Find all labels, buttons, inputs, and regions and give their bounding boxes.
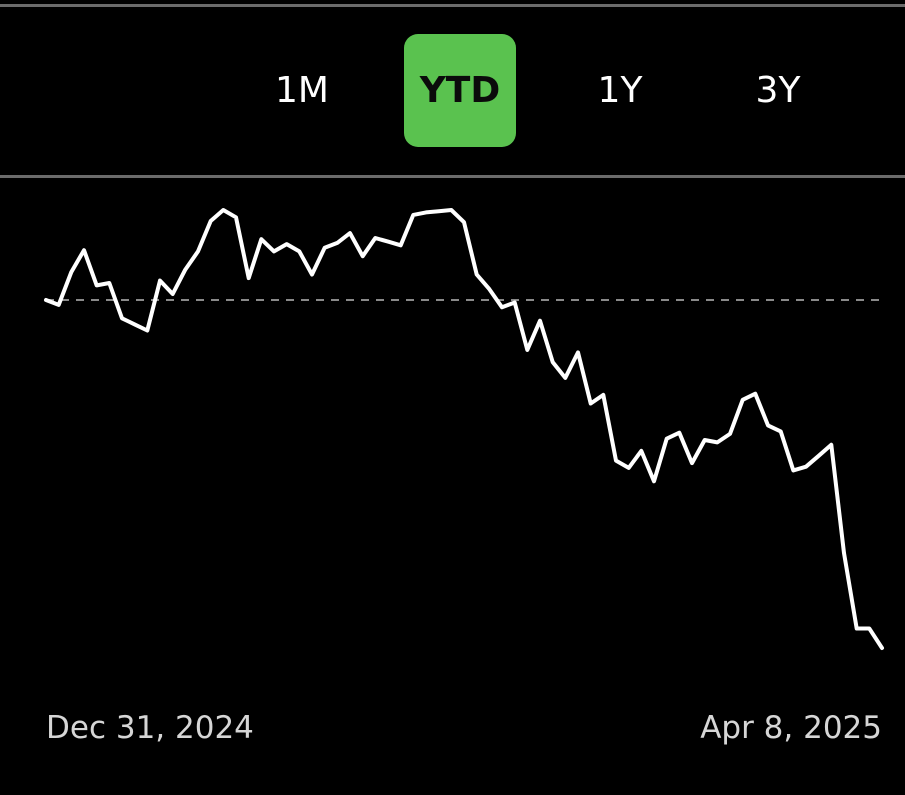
chart-end-date: Apr 8, 2025 xyxy=(700,710,882,746)
range-tab-1m[interactable]: 1M xyxy=(275,70,329,111)
chart-top-divider xyxy=(0,175,905,178)
price-line xyxy=(44,208,884,650)
time-range-selector: 1M YTD 1Y 3Y xyxy=(0,34,905,147)
price-chart[interactable] xyxy=(0,178,905,698)
chart-start-date: Dec 31, 2024 xyxy=(46,710,254,746)
range-tab-ytd[interactable]: YTD xyxy=(404,34,516,147)
range-tab-3y[interactable]: 3Y xyxy=(755,70,801,111)
range-tab-1y[interactable]: 1Y xyxy=(597,70,643,111)
top-divider xyxy=(0,4,905,7)
